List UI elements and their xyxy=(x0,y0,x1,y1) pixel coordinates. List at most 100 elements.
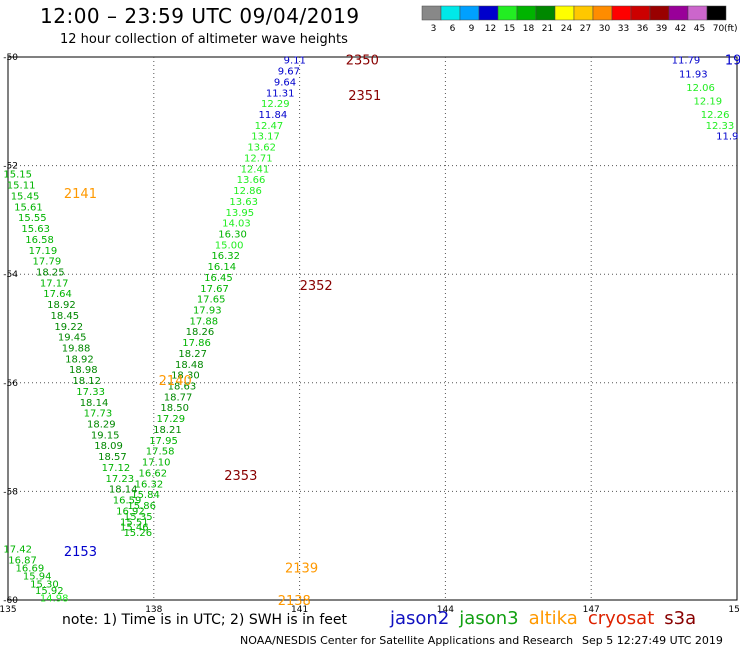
colorbar-swatch xyxy=(573,5,594,21)
legend-s3a: s3a xyxy=(664,608,697,629)
swh-value: 16.69 xyxy=(16,563,45,574)
colorbar-label: 36 xyxy=(637,24,649,34)
swh-value: 12.33 xyxy=(706,121,735,132)
x-tick-label: 138 xyxy=(145,605,162,615)
satellite-legend: jason2 jason3 altika cryosat s3a xyxy=(390,608,706,629)
pass-label: 2153 xyxy=(64,545,97,560)
swh-value: 12.29 xyxy=(261,99,290,110)
swh-value: 12.47 xyxy=(255,121,284,132)
chart-title: 12:00 – 23:59 UTC 09/04/2019 xyxy=(40,4,360,28)
swh-value: 12.19 xyxy=(694,96,723,107)
swh-value: 16.62 xyxy=(139,468,168,479)
colorbar-swatch xyxy=(478,5,499,21)
colorbar-swatch xyxy=(459,5,480,21)
swh-value: 14.03 xyxy=(222,219,251,230)
legend-altika: altika xyxy=(528,608,578,629)
swh-value: 19.45 xyxy=(58,333,87,344)
swh-value: 16.59 xyxy=(113,496,142,507)
swh-value: 15.45 xyxy=(11,191,40,202)
swh-value: 13.66 xyxy=(237,175,266,186)
x-tick-label: 141 xyxy=(291,605,308,615)
swh-value: 15.15 xyxy=(3,170,32,181)
swh-value: 9.64 xyxy=(274,77,296,88)
swh-value: 17.12 xyxy=(102,463,131,474)
swh-value: 16.32 xyxy=(135,479,164,490)
swh-value: 17.67 xyxy=(200,284,229,295)
colorbar-swatch xyxy=(668,5,689,21)
colorbar-swatch xyxy=(649,5,670,21)
swh-value: 13.17 xyxy=(251,132,280,143)
plot-frame xyxy=(7,56,738,601)
colorbar-swatch xyxy=(421,5,442,21)
swh-value: 16.14 xyxy=(208,262,237,273)
colorbar-label: 70 xyxy=(713,24,725,34)
colorbar-swatch xyxy=(516,5,537,21)
swh-value: 9.67 xyxy=(278,67,300,78)
swh-value: 18.92 xyxy=(47,300,76,311)
pass-label: 2139 xyxy=(285,561,318,576)
colorbar-label: 27 xyxy=(580,24,591,34)
colorbar-swatch xyxy=(497,5,518,21)
swh-value: 16.87 xyxy=(8,555,37,566)
swh-value: 12.41 xyxy=(241,164,270,175)
swh-value: 11.9 xyxy=(716,132,738,143)
colorbar-swatch xyxy=(440,5,461,21)
legend-jason3: jason3 xyxy=(459,608,519,629)
swh-value: 18.25 xyxy=(36,267,65,278)
swh-value: 18.50 xyxy=(160,403,189,414)
swh-value: 18.57 xyxy=(98,452,127,463)
swh-value: 18.09 xyxy=(94,441,123,452)
colorbar-label: 39 xyxy=(656,24,668,34)
swh-value: 15.84 xyxy=(131,490,160,501)
footer-note: note: 1) Time is in UTC; 2) SWH is in fe… xyxy=(62,612,348,628)
swh-value: 15.46 xyxy=(120,523,149,534)
swh-value: 18.29 xyxy=(87,420,116,431)
swh-value: 18.77 xyxy=(164,392,193,403)
chart-subtitle: 12 hour collection of altimeter wave hei… xyxy=(60,32,348,47)
swh-value: 15.51 xyxy=(120,517,149,528)
swh-value: 15.11 xyxy=(7,181,36,192)
swh-value: 17.17 xyxy=(40,278,69,289)
swh-value: 18.45 xyxy=(51,311,80,322)
colorbar-swatch xyxy=(535,5,556,21)
swh-value: 15.30 xyxy=(30,580,59,591)
swh-value: 17.64 xyxy=(43,289,72,300)
swh-value: 18.14 xyxy=(109,485,138,496)
swh-value: 18.14 xyxy=(80,398,109,409)
swh-value: 18.63 xyxy=(168,382,197,393)
colorbar-swatch xyxy=(630,5,651,21)
legend-cryosat: cryosat xyxy=(587,608,655,629)
y-tick-label: -58 xyxy=(3,487,18,497)
swh-value: 18.98 xyxy=(69,365,98,376)
pass-label: 2350 xyxy=(346,54,379,69)
swh-value: 17.95 xyxy=(149,436,178,447)
legend-jason2: jason2 xyxy=(390,608,450,629)
colorbar-label: 30 xyxy=(599,24,611,34)
pass-label: 2138 xyxy=(278,594,311,609)
swh-value: 17.10 xyxy=(142,458,171,469)
swh-value: 17.58 xyxy=(146,447,175,458)
y-tick-label: -52 xyxy=(3,162,18,172)
swh-value: 12.26 xyxy=(701,110,730,121)
pass-label: 2351 xyxy=(348,89,381,104)
x-tick-label: 135 xyxy=(0,605,17,615)
pass-label: 2352 xyxy=(300,279,333,294)
swh-value: 17.29 xyxy=(156,414,185,425)
x-tick-label: 144 xyxy=(437,605,454,615)
swh-value: 19.22 xyxy=(54,322,83,333)
colorbar-label: 15 xyxy=(504,24,515,34)
swh-value: 17.93 xyxy=(193,305,222,316)
y-tick-label: -50 xyxy=(3,53,18,63)
pass-label: 2140 xyxy=(159,374,192,389)
swh-value: 9.11 xyxy=(284,56,306,67)
swh-value: 16.92 xyxy=(116,506,145,517)
swh-value: 18.92 xyxy=(65,354,94,365)
swh-value: 13.63 xyxy=(229,197,258,208)
colorbar-unit: (ft) xyxy=(724,24,738,34)
colorbar-label: 12 xyxy=(485,24,496,34)
swh-value: 11.84 xyxy=(259,110,288,121)
swh-value: 17.73 xyxy=(84,409,113,420)
colorbar-label: 21 xyxy=(542,24,553,34)
swh-value: 13.62 xyxy=(247,143,276,154)
generated-timestamp: Sep 5 12:27:49 UTC 2019 xyxy=(582,634,723,647)
